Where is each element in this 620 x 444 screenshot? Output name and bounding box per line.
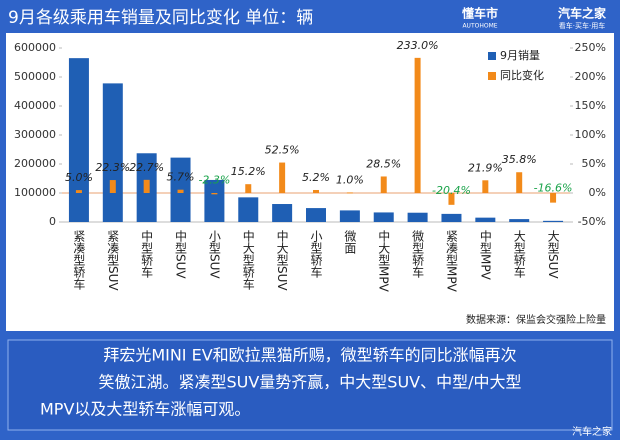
data-label: 21.9% bbox=[468, 161, 503, 174]
y-tick-label: 600000 bbox=[14, 41, 56, 54]
x-tick-label: 小型SUV bbox=[207, 230, 221, 280]
source: 数据来源：保监会交强险上险量 bbox=[466, 313, 606, 326]
y-tick-label: 400000 bbox=[14, 99, 56, 112]
watermark: 汽车之家 bbox=[572, 425, 612, 438]
x-tick-label: 大型轿车 bbox=[512, 230, 526, 279]
x-tick-label: 微面 bbox=[343, 230, 357, 254]
y2-tick-label: 200% bbox=[575, 70, 606, 83]
y-tick-label: 300000 bbox=[14, 128, 56, 141]
bar bbox=[339, 210, 360, 222]
change-bar bbox=[279, 162, 286, 193]
bar bbox=[475, 217, 496, 222]
y2-tick-label: 50% bbox=[582, 157, 606, 170]
data-label: 233.0% bbox=[397, 39, 439, 52]
bar bbox=[272, 204, 293, 222]
y-tick-label: 200000 bbox=[14, 157, 56, 170]
bar bbox=[407, 212, 428, 222]
bar bbox=[102, 83, 123, 222]
data-label: 28.5% bbox=[366, 157, 401, 170]
x-tick-label: 小型轿车 bbox=[309, 230, 323, 279]
change-bar bbox=[245, 184, 252, 193]
x-tick-label: 中型SUV bbox=[174, 229, 188, 280]
change-bar bbox=[516, 172, 523, 193]
data-label: 22.3% bbox=[95, 161, 130, 174]
change-bar bbox=[313, 189, 319, 193]
logo-sub: 看车·买车·用车 bbox=[559, 21, 605, 30]
change-bar bbox=[550, 193, 557, 203]
bar bbox=[306, 208, 326, 222]
y2-tick-label: 100% bbox=[575, 128, 606, 141]
x-tick-label: 中型MPV bbox=[478, 229, 492, 281]
change-bar bbox=[75, 190, 82, 193]
change-bar bbox=[109, 180, 116, 193]
y2-tick-label: -50% bbox=[578, 215, 606, 228]
change-bar bbox=[414, 57, 421, 193]
x-tick-label: 中大型MPV bbox=[377, 229, 391, 293]
data-label: 52.5% bbox=[265, 144, 300, 157]
data-label: 5.2% bbox=[302, 171, 330, 184]
data-label: 35.8% bbox=[502, 153, 537, 166]
data-label: -20.4% bbox=[432, 184, 471, 197]
y2-tick-label: 250% bbox=[575, 41, 606, 54]
data-label: 1.0% bbox=[336, 173, 364, 186]
logo: 懂车市 bbox=[461, 6, 498, 21]
bar bbox=[204, 179, 225, 222]
caption-line: 笑傲江湖。紧凑型SUV量势齐赢，中大型SUV、中型/中大型 bbox=[98, 373, 521, 392]
legend-swatch bbox=[488, 52, 496, 60]
change-bar bbox=[482, 180, 489, 193]
caption-line: MPV以及大型轿车涨幅可观。 bbox=[40, 400, 250, 419]
x-tick-label: 紧凑型SUV bbox=[106, 230, 120, 292]
bar bbox=[373, 212, 394, 222]
y-tick-label: 100000 bbox=[14, 186, 56, 199]
data-label: 5.0% bbox=[65, 171, 93, 184]
change-bar bbox=[448, 193, 455, 205]
logo-sub: AUTOHOME bbox=[462, 23, 497, 30]
caption-box bbox=[7, 339, 613, 431]
x-tick-label: 中型轿车 bbox=[140, 229, 154, 279]
legend-label: 9月销量 bbox=[500, 48, 540, 62]
bar bbox=[543, 220, 564, 222]
change-bar bbox=[211, 193, 218, 195]
data-label: 5.7% bbox=[167, 171, 195, 184]
change-bar bbox=[346, 192, 353, 194]
y-tick-label: 500000 bbox=[14, 70, 56, 83]
x-tick-label: 大型SUV bbox=[546, 230, 560, 280]
legend-label: 同比变化 bbox=[500, 68, 544, 82]
logo: 汽车之家 bbox=[558, 6, 607, 21]
bar bbox=[441, 213, 462, 222]
x-tick-label: 紧凑型轿车 bbox=[72, 230, 86, 291]
y2-tick-label: 0% bbox=[589, 186, 606, 199]
y-tick-label: 0 bbox=[49, 215, 56, 228]
x-tick-label: 中大型SUV bbox=[275, 229, 289, 292]
bar bbox=[238, 197, 259, 222]
data-label: 22.7% bbox=[129, 161, 164, 174]
change-bar bbox=[143, 179, 150, 193]
y2-tick-label: 150% bbox=[575, 99, 606, 112]
bar bbox=[68, 58, 89, 223]
bar bbox=[509, 219, 530, 222]
data-label: 15.2% bbox=[231, 165, 266, 178]
caption-line: 拜宏光MINI EV和欧拉黑猫所赐，微型轿车的同比涨幅再次 bbox=[103, 346, 516, 365]
legend-swatch bbox=[488, 72, 496, 80]
title: 9月各级乘用车销量及同比变化 单位：辆 bbox=[8, 8, 313, 28]
change-bar bbox=[177, 189, 184, 193]
x-tick-label: 微型轿车 bbox=[411, 230, 425, 279]
data-label: -16.6% bbox=[534, 182, 573, 195]
x-tick-label: 中大型轿车 bbox=[241, 229, 255, 291]
data-label: -2.3% bbox=[198, 173, 230, 186]
change-bar bbox=[380, 176, 387, 193]
x-tick-label: 紧凑型MPV bbox=[444, 230, 458, 293]
